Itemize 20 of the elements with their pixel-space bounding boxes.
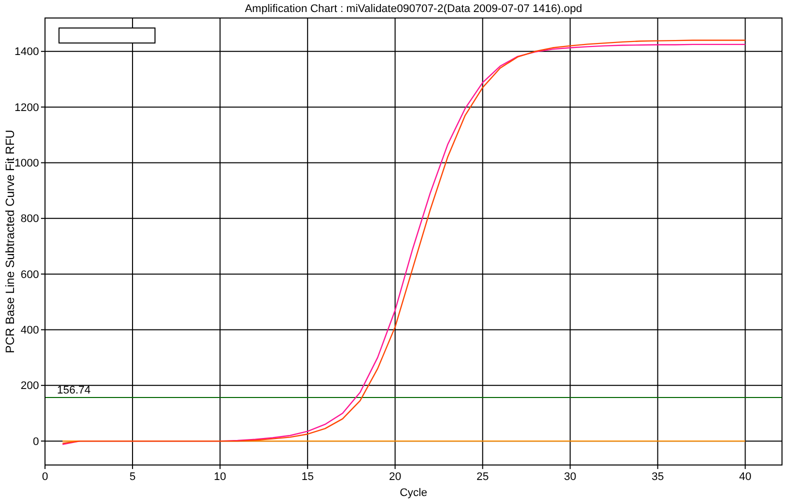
y-tick-label: 800 [20, 213, 39, 226]
y-tick-label: 1200 [14, 102, 39, 114]
chart-title: Amplification Chart : miValidate090707-2(Data 2009-07-07 1416).opd [244, 3, 582, 15]
x-tick-label: 20 [388, 471, 402, 483]
x-tick-label: 35 [652, 471, 664, 483]
x-axis-title: Cycle [400, 487, 428, 499]
x-tick-label: 5 [129, 471, 136, 483]
x-tick-label: 30 [564, 471, 576, 483]
x-tick-label: 40 [739, 471, 752, 483]
y-tick-label: 600 [20, 268, 39, 281]
ref-line-label: 156.74 [57, 384, 91, 396]
y-tick-label: 1000 [14, 158, 39, 170]
y-tick-label: 1400 [14, 46, 39, 58]
y-tick-label: 200 [20, 380, 39, 392]
x-tick-label: 15 [301, 471, 314, 483]
x-tick-label: 25 [476, 471, 489, 483]
x-tick-label: 10 [214, 471, 226, 483]
y-tick-label: 400 [20, 324, 39, 337]
x-tick-label: 0 [42, 471, 48, 483]
y-tick-label: 0 [32, 436, 39, 448]
